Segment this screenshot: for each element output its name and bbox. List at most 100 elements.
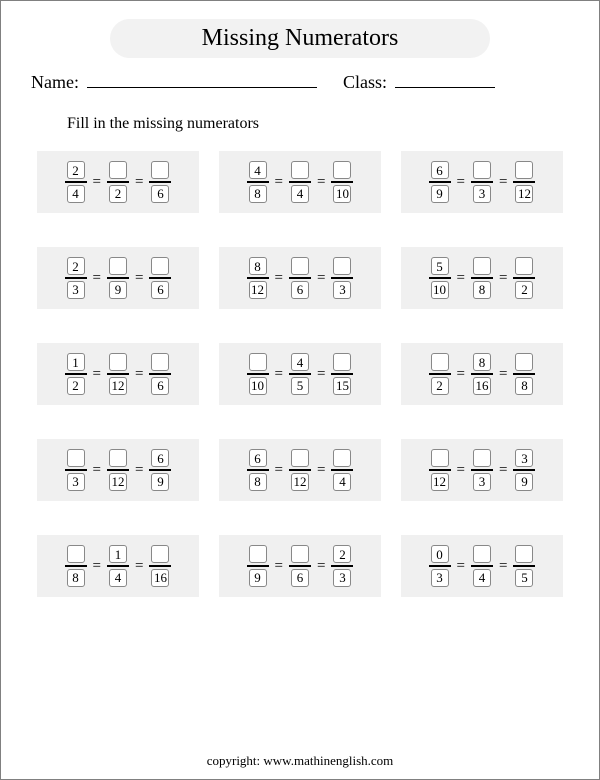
fraction-bar — [247, 565, 269, 567]
numerator-blank[interactable] — [151, 545, 169, 563]
numerator-blank[interactable] — [333, 353, 351, 371]
fraction-bar — [107, 181, 129, 183]
equals-sign: = — [456, 366, 466, 383]
denominator: 2 — [67, 377, 85, 395]
numerator-blank[interactable] — [515, 257, 533, 275]
fraction-bar — [65, 565, 87, 567]
numerator-blank[interactable] — [431, 449, 449, 467]
fraction-bar — [429, 181, 451, 183]
fraction-bar — [429, 277, 451, 279]
denominator: 4 — [109, 569, 127, 587]
instructions: Fill in the missing numerators — [67, 115, 569, 133]
equals-sign: = — [92, 174, 102, 191]
numerator-blank[interactable] — [515, 353, 533, 371]
denominator: 3 — [473, 473, 491, 491]
numerator-blank[interactable] — [67, 449, 85, 467]
fraction-bar — [429, 469, 451, 471]
equals-sign: = — [316, 462, 326, 479]
equals-sign: = — [92, 270, 102, 287]
fraction: 16 — [149, 545, 171, 587]
denominator: 8 — [249, 473, 267, 491]
equals-sign: = — [274, 174, 284, 191]
numerator-blank[interactable] — [473, 545, 491, 563]
fraction-bar — [149, 277, 171, 279]
name-blank[interactable] — [87, 74, 317, 88]
numerator-blank[interactable] — [473, 449, 491, 467]
problem: 12=3=39 — [401, 439, 563, 501]
problem: 3=12=69 — [37, 439, 199, 501]
fraction: 6 — [289, 545, 311, 587]
equals-sign: = — [498, 558, 508, 575]
fraction: 2 — [429, 353, 451, 395]
numerator-blank[interactable] — [249, 353, 267, 371]
denominator: 6 — [151, 281, 169, 299]
numerator-blank[interactable] — [515, 161, 533, 179]
numerator-blank[interactable] — [249, 545, 267, 563]
fraction-bar — [513, 181, 535, 183]
fraction: 6 — [149, 257, 171, 299]
denominator: 9 — [515, 473, 533, 491]
denominator: 3 — [473, 185, 491, 203]
numerator-blank[interactable] — [333, 161, 351, 179]
fraction-bar — [289, 277, 311, 279]
fraction-bar — [331, 181, 353, 183]
denominator: 15 — [333, 377, 351, 395]
fraction-bar — [289, 373, 311, 375]
numerator-blank[interactable] — [151, 257, 169, 275]
equals-sign: = — [316, 270, 326, 287]
numerator-blank[interactable] — [109, 449, 127, 467]
denominator: 6 — [151, 377, 169, 395]
fraction-bar — [247, 181, 269, 183]
numerator-blank[interactable] — [109, 353, 127, 371]
denominator: 12 — [109, 377, 127, 395]
fraction-bar — [247, 277, 269, 279]
fraction: 23 — [65, 257, 87, 299]
problem: 69=3=12 — [401, 151, 563, 213]
numerator-blank[interactable] — [473, 257, 491, 275]
fraction-bar — [149, 373, 171, 375]
fraction-bar — [65, 469, 87, 471]
numerator-blank[interactable] — [431, 353, 449, 371]
numerator-blank[interactable] — [151, 161, 169, 179]
problem: 8=14=16 — [37, 535, 199, 597]
fraction: 6 — [149, 161, 171, 203]
numerator-blank[interactable] — [333, 257, 351, 275]
equals-sign: = — [92, 462, 102, 479]
fraction: 6 — [149, 353, 171, 395]
numerator-blank[interactable] — [291, 257, 309, 275]
denominator: 9 — [109, 281, 127, 299]
denominator: 6 — [291, 569, 309, 587]
numerator-blank[interactable] — [151, 353, 169, 371]
class-blank[interactable] — [395, 74, 495, 88]
numerator-blank[interactable] — [291, 161, 309, 179]
fraction-bar — [289, 565, 311, 567]
denominator: 12 — [515, 185, 533, 203]
equals-sign: = — [134, 270, 144, 287]
numerator-blank[interactable] — [109, 161, 127, 179]
fraction: 3 — [471, 449, 493, 491]
fraction: 24 — [65, 161, 87, 203]
numerator-blank[interactable] — [109, 257, 127, 275]
numerator-blank[interactable] — [67, 545, 85, 563]
fraction: 5 — [513, 545, 535, 587]
fraction-bar — [65, 277, 87, 279]
fraction-bar — [331, 277, 353, 279]
numerator-blank[interactable] — [473, 161, 491, 179]
equals-sign: = — [498, 174, 508, 191]
fraction-bar — [471, 469, 493, 471]
fraction: 12 — [289, 449, 311, 491]
fraction-bar — [107, 565, 129, 567]
fraction: 12 — [429, 449, 451, 491]
numerator-blank[interactable] — [515, 545, 533, 563]
denominator: 16 — [473, 377, 491, 395]
name-label: Name: — [31, 72, 79, 93]
equals-sign: = — [456, 174, 466, 191]
fraction-bar — [331, 373, 353, 375]
numerator-blank[interactable] — [333, 449, 351, 467]
numerator-blank[interactable] — [291, 545, 309, 563]
numerator: 2 — [333, 545, 351, 563]
fraction: 03 — [429, 545, 451, 587]
numerator-blank[interactable] — [291, 449, 309, 467]
equals-sign: = — [92, 558, 102, 575]
fraction: 14 — [107, 545, 129, 587]
